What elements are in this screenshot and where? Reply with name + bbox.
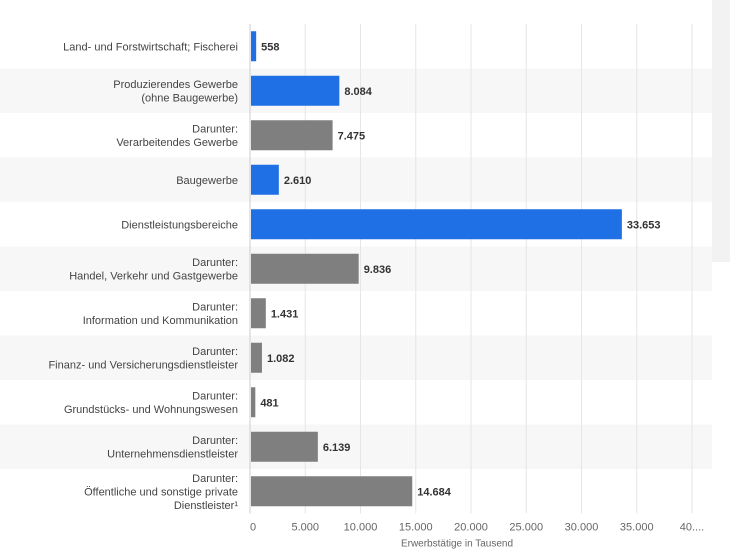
category-label: (ohne Baugewerbe) (141, 93, 238, 105)
value-label: 6.139 (323, 442, 351, 454)
row-stripe (0, 335, 712, 380)
category-label: Dienstleistungsbereiche (121, 219, 238, 231)
x-tick-labels: 0 5.000 10.000 15.000 20.000 25.000 30.000 35.0… (250, 522, 704, 534)
category-label: Darunter: (192, 473, 238, 485)
bar[interactable] (251, 342, 262, 373)
row-stripe (0, 157, 712, 202)
bar[interactable] (251, 164, 279, 195)
category-label: Finanz- und Versicherungsdienstleister (48, 360, 238, 372)
category-label: Darunter: (192, 346, 238, 358)
category-label: Darunter: (192, 124, 238, 136)
bars (251, 31, 622, 507)
value-label: 1.431 (271, 308, 299, 320)
x-tick-label: 15.000 (399, 522, 433, 534)
row-stripes (0, 68, 712, 469)
bar[interactable] (251, 298, 266, 329)
value-label: 1.082 (267, 353, 295, 365)
bar[interactable] (251, 387, 256, 418)
row-stripe (0, 68, 712, 113)
category-label: Unternehmensdienstleister (107, 449, 238, 461)
bar[interactable] (251, 209, 622, 240)
category-label: Land- und Forstwirtschaft; Fischerei (63, 41, 238, 53)
value-labels: 558 8.084 7.475 2.610 33.653 9.836 1.431 1.082 4… (260, 41, 660, 498)
category-label: Dienstleister¹ (174, 500, 239, 512)
row-stripe (0, 424, 712, 469)
x-axis-title: Erwerbstätige in Tausend (401, 539, 513, 550)
category-label: Darunter: (192, 302, 238, 314)
x-tick-label: 30.000 (565, 522, 599, 534)
category-label: Darunter: (192, 435, 238, 447)
x-tick-label: 25.000 (509, 522, 543, 534)
category-label: Grundstücks- und Wohnungswesen (64, 404, 238, 416)
category-label: Baugewerbe (176, 175, 238, 187)
x-tick-label: 0 (250, 522, 256, 534)
bar[interactable] (251, 476, 413, 507)
bar[interactable] (251, 120, 333, 151)
value-label: 8.084 (344, 86, 372, 98)
value-label: 9.836 (364, 264, 392, 276)
value-label: 481 (260, 397, 278, 409)
category-label: Produzierendes Gewerbe (113, 79, 238, 91)
category-label: Verarbeitendes Gewerbe (116, 137, 238, 149)
category-label: Darunter: (192, 391, 238, 403)
value-label: 2.610 (284, 175, 312, 187)
bar[interactable] (251, 31, 257, 62)
grid-lines (304, 24, 693, 514)
x-tick-label: 20.000 (454, 522, 488, 534)
category-label: Information und Kommunikation (83, 315, 238, 327)
bar[interactable] (251, 431, 318, 462)
x-tick-label: 40.... (680, 522, 704, 534)
category-label: Darunter: (192, 257, 238, 269)
bar[interactable] (251, 253, 359, 284)
value-label: 33.653 (627, 219, 661, 231)
value-label: 14.684 (417, 486, 452, 498)
category-label: Handel, Verkehr und Gastgewerbe (69, 271, 238, 283)
bar[interactable] (251, 75, 340, 106)
category-label: Öffentliche und sonstige private (84, 486, 238, 498)
category-labels: Land- und Forstwirtschaft; Fischerei Prod… (48, 41, 238, 512)
x-tick-label: 5.000 (291, 522, 319, 534)
x-tick-label: 35.000 (620, 522, 654, 534)
value-label: 558 (261, 41, 279, 53)
side-scroll-strip (712, 0, 730, 262)
value-label: 7.475 (338, 130, 366, 142)
x-tick-label: 10.000 (344, 522, 378, 534)
